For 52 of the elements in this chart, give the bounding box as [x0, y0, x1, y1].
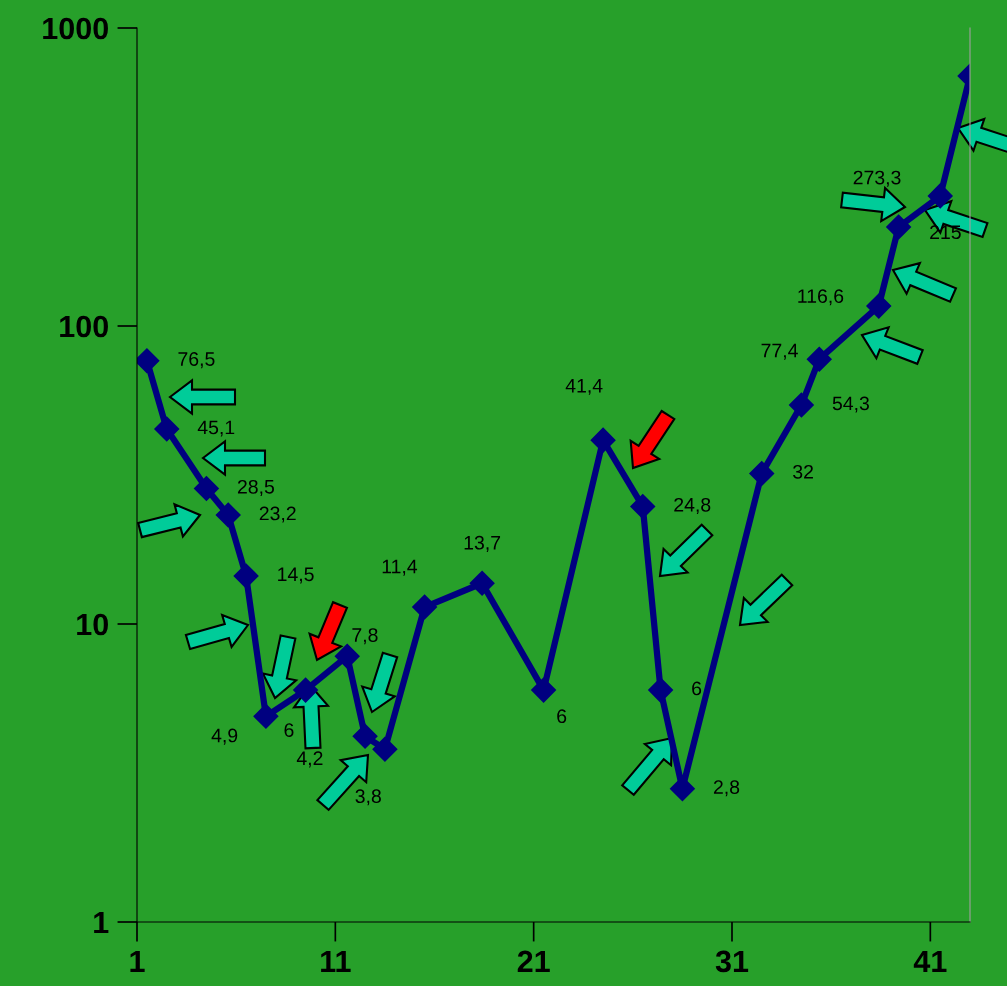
point [886, 214, 912, 240]
x-tick-label: 21 [517, 950, 550, 972]
data-label: 13,7 [464, 535, 501, 552]
point [806, 346, 832, 372]
point [590, 427, 616, 453]
data-label: 45,1 [197, 420, 235, 437]
data-label: 4,9 [211, 728, 238, 745]
data-label: 2,8 [713, 780, 740, 797]
x-tick-label: 31 [715, 950, 749, 973]
data-label: 41,4 [565, 379, 603, 395]
y-tick-label: 1 [94, 912, 109, 934]
y-tick-label: 10 [77, 613, 108, 636]
x-tick-label: 1 [130, 950, 145, 972]
data-label: 28,5 [237, 479, 274, 496]
point [788, 392, 814, 418]
x-tick-label: 41 [913, 950, 947, 972]
point [927, 183, 953, 209]
point [412, 594, 438, 620]
point [334, 643, 360, 669]
point [531, 677, 557, 703]
data-label: 32 [793, 464, 813, 479]
data-label: 11,4 [382, 559, 418, 576]
y-tick-label: 100 [60, 315, 108, 338]
point [253, 703, 279, 729]
point [154, 416, 180, 442]
data-label: 6 [557, 709, 567, 724]
data-label: 116,6 [798, 289, 844, 306]
data-label: 77,4 [761, 343, 798, 360]
data-label: 24,8 [674, 497, 711, 514]
data-label: 6 [284, 723, 294, 737]
data-label: 54,3 [832, 396, 869, 413]
point [630, 493, 656, 519]
point [215, 502, 241, 528]
data-label: 23,2 [259, 506, 296, 523]
data-label: 7,8 [352, 628, 378, 645]
data-label: 3,8 [355, 789, 381, 806]
point [372, 736, 398, 762]
data-label: 4,2 [296, 751, 323, 768]
data-label: 14,5 [278, 567, 314, 584]
point [352, 723, 378, 749]
point [648, 677, 674, 703]
x-tick-label: 11 [321, 950, 351, 972]
data-label: 6 [692, 681, 702, 696]
y-tick-label: 1000 [43, 17, 108, 40]
data-label: 273,3 [853, 170, 901, 187]
point [233, 563, 259, 589]
point [193, 475, 219, 501]
point [866, 293, 892, 319]
point [469, 570, 495, 596]
point [749, 460, 775, 486]
data-label: 76,5 [178, 352, 215, 369]
point [293, 677, 319, 703]
